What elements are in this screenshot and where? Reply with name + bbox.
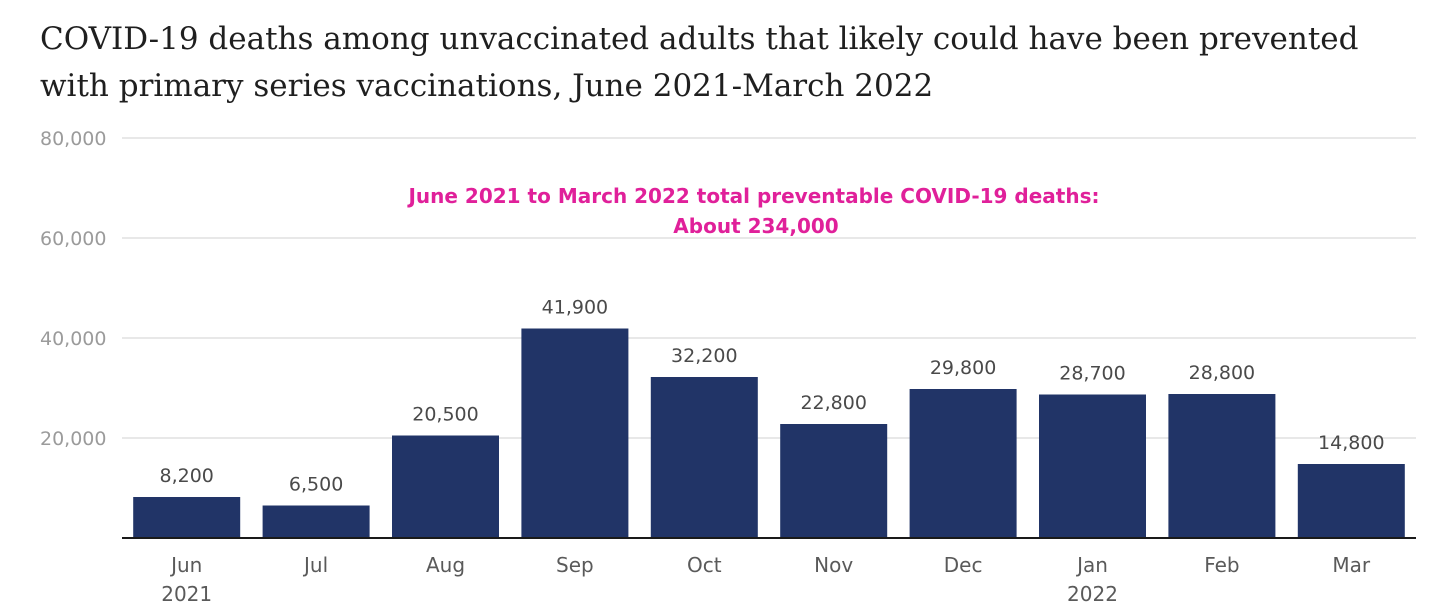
bar-jun bbox=[133, 497, 241, 538]
x-tick-label: Feb bbox=[1204, 553, 1239, 577]
x-tick-label: Aug bbox=[426, 553, 465, 577]
value-label: 28,800 bbox=[1189, 362, 1255, 384]
y-tick-label: 80,000 bbox=[40, 128, 106, 150]
bar-mar bbox=[1297, 464, 1405, 538]
bar-nov bbox=[780, 424, 888, 538]
value-label: 29,800 bbox=[930, 357, 996, 379]
bar-dec bbox=[909, 389, 1017, 538]
bar-aug bbox=[392, 435, 499, 538]
x-tick-label: Sep bbox=[556, 553, 594, 577]
bar-sep bbox=[521, 328, 629, 538]
total-annotation: June 2021 to March 2022 total preventabl… bbox=[406, 184, 1099, 238]
chart-title: COVID-19 deaths among unvaccinated adult… bbox=[40, 21, 1359, 104]
value-label: 28,700 bbox=[1059, 363, 1125, 385]
y-tick-label: 60,000 bbox=[40, 228, 106, 250]
x-tick-label: Jul bbox=[302, 553, 328, 577]
value-label: 8,200 bbox=[159, 465, 213, 487]
x-tick-label: Dec bbox=[944, 553, 983, 577]
y-axis-ticks: 20,000 40,000 60,000 80,000 bbox=[40, 128, 106, 450]
bar-jan bbox=[1039, 394, 1146, 538]
value-label: 14,800 bbox=[1318, 432, 1384, 454]
x-tick-label: Oct bbox=[687, 553, 722, 577]
bars bbox=[133, 328, 1405, 538]
bar-feb bbox=[1168, 394, 1276, 538]
value-label: 41,900 bbox=[542, 297, 608, 319]
value-label: 32,200 bbox=[671, 345, 737, 367]
annotation-line-1: June 2021 to March 2022 total preventabl… bbox=[406, 184, 1099, 208]
x-year-label: 2021 bbox=[161, 582, 212, 606]
value-label: 22,800 bbox=[800, 392, 866, 414]
y-tick-label: 40,000 bbox=[40, 328, 106, 350]
value-label: 20,500 bbox=[412, 404, 478, 426]
x-tick-label: Jan bbox=[1075, 553, 1108, 577]
gridlines bbox=[122, 137, 1416, 439]
value-label: 6,500 bbox=[289, 474, 343, 496]
x-year-label: 2022 bbox=[1067, 582, 1118, 606]
x-tick-label: Mar bbox=[1332, 553, 1371, 577]
y-tick-label: 20,000 bbox=[40, 428, 106, 450]
x-tick-label: Nov bbox=[814, 553, 853, 577]
x-tick-label: Jun bbox=[169, 553, 202, 577]
annotation-line-2: About 234,000 bbox=[673, 214, 838, 238]
x-axis-labels: Jun 2021 Jul Aug Sep Oct Nov Dec Jan 2022 Feb Mar bbox=[161, 553, 1371, 606]
bar-oct bbox=[650, 377, 758, 538]
bar-jul bbox=[262, 505, 370, 538]
value-labels: 8,200 6,500 20,500 41,900 32,200 22,800 29,800… bbox=[159, 297, 1384, 496]
